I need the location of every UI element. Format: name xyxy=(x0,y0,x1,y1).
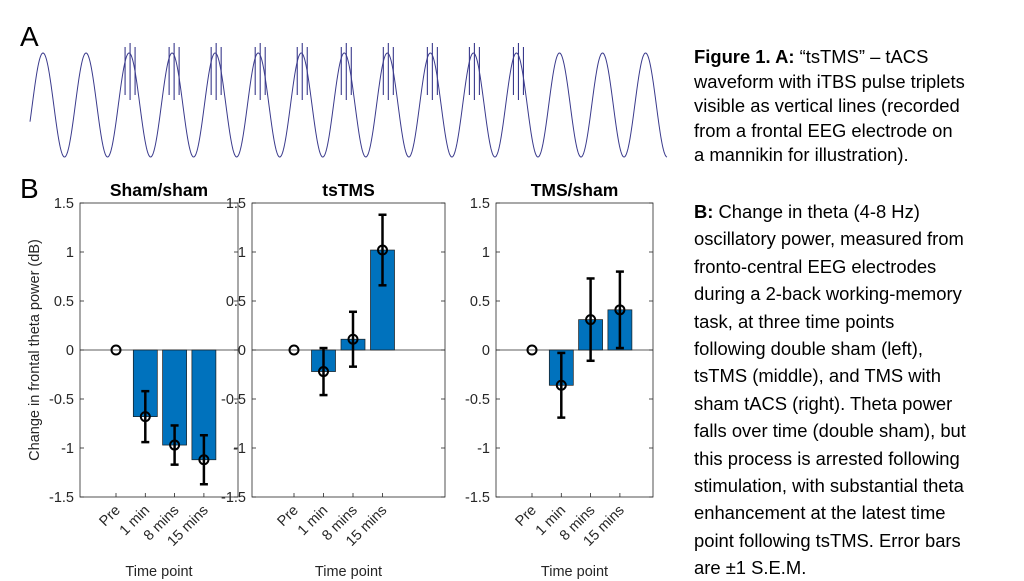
mean-marker xyxy=(347,333,359,345)
y-tick-label: -1.5 xyxy=(49,490,74,506)
caption-text: fronto-central EEG electrodes xyxy=(694,255,937,277)
caption-text: oscillatory power, measured from xyxy=(694,228,964,250)
caption-line: from a frontal EEG electrode on xyxy=(694,119,965,144)
y-tick-label: -0.5 xyxy=(465,392,490,408)
y-tick-label: -1.5 xyxy=(221,490,246,506)
caption-bold-lead: B: xyxy=(694,201,714,222)
y-tick-label: 0 xyxy=(66,343,74,359)
chart-title: tsTMS xyxy=(322,180,375,200)
y-tick-label: 0.5 xyxy=(226,294,246,310)
caption-line: fronto-central EEG electrodes xyxy=(694,253,966,280)
mean-marker xyxy=(555,379,567,391)
y-tick-label: 1.5 xyxy=(226,196,246,212)
mean-marker xyxy=(288,344,300,356)
y-tick-label: -1 xyxy=(477,441,490,457)
mean-marker xyxy=(139,411,151,423)
caption-text: tsTMS (middle), and TMS with xyxy=(694,365,941,387)
chart-title: Sham/sham xyxy=(110,180,208,200)
caption-line: this process is arrested following xyxy=(694,445,966,472)
caption-text: waveform with iTBS pulse triplets xyxy=(694,70,965,92)
sine-wave xyxy=(29,52,668,158)
y-tick-label: -0.5 xyxy=(49,392,74,408)
caption-text: “tsTMS” – tACS xyxy=(794,46,929,67)
tacs-waveform xyxy=(29,43,668,158)
mean-marker xyxy=(614,304,626,316)
y-tick-label: 1.5 xyxy=(54,196,74,212)
y-tick-label: 1 xyxy=(482,245,490,261)
y-tick-label: 0.5 xyxy=(470,294,490,310)
mean-marker xyxy=(526,344,538,356)
y-tick-label: 1 xyxy=(66,245,74,261)
caption-line: waveform with iTBS pulse triplets xyxy=(694,70,965,95)
caption-text: a mannikin for illustration). xyxy=(694,144,909,165)
caption-line: B: Change in theta (4-8 Hz) xyxy=(694,198,966,225)
caption-line: falls over time (double sham), but xyxy=(694,417,966,444)
mean-marker xyxy=(377,244,388,256)
y-axis-label: Change in frontal theta power (dB) xyxy=(27,239,43,461)
caption-text: point following tsTMS. Error bars xyxy=(694,529,961,551)
panel-label-a: A xyxy=(20,21,39,52)
caption-bold-lead: Figure 1. A: xyxy=(694,46,795,67)
x-axis-label: Time point xyxy=(315,564,382,580)
y-tick-label: 0.5 xyxy=(54,294,74,310)
caption-panel-b: B: Change in theta (4-8 Hz) oscillatory p… xyxy=(694,198,966,581)
caption-line: during a 2-back working-memory xyxy=(694,280,966,307)
panel-label-b: B xyxy=(20,173,39,204)
caption-text: during a 2-back working-memory xyxy=(694,283,962,305)
y-tick-label: -1.5 xyxy=(465,490,490,506)
caption-text: sham tACS (right). Theta power xyxy=(694,392,953,414)
x-axis-label: Time point xyxy=(125,564,192,580)
caption-text: this process is arrested following xyxy=(694,447,960,469)
caption-line: following double sham (left), xyxy=(694,335,966,362)
caption-panel-a: Figure 1. A: “tsTMS” – tACS waveform with… xyxy=(694,45,965,168)
y-tick-label: -0.5 xyxy=(221,392,246,408)
caption-line: oscillatory power, measured from xyxy=(694,225,966,252)
caption-text: task, at three time points xyxy=(694,310,895,332)
caption-line: task, at three time points xyxy=(694,308,966,335)
caption-text: following double sham (left), xyxy=(694,337,923,359)
y-tick-label: 0 xyxy=(238,343,246,359)
mean-marker xyxy=(169,439,181,451)
caption-text: Change in theta (4-8 Hz) xyxy=(713,201,920,222)
caption-text: are ±1 S.E.M. xyxy=(694,557,807,579)
caption-line: enhancement at the latest time xyxy=(694,499,966,526)
y-tick-label: 1.5 xyxy=(470,196,490,212)
caption-text: falls over time (double sham), but xyxy=(694,420,966,442)
caption-line: stimulation, with substantial theta xyxy=(694,472,966,499)
caption-line: a mannikin for illustration). xyxy=(694,143,965,168)
chart-title: TMS/sham xyxy=(531,180,619,200)
y-tick-label: 0 xyxy=(482,343,490,359)
caption-line: are ±1 S.E.M. xyxy=(694,554,966,581)
caption-text: enhancement at the latest time xyxy=(694,502,946,524)
mean-marker xyxy=(585,314,597,326)
caption-text: from a frontal EEG electrode on xyxy=(694,119,953,141)
mean-marker xyxy=(198,454,210,466)
y-tick-label: -1 xyxy=(61,441,74,457)
y-tick-label: -1 xyxy=(233,441,246,457)
caption-line: sham tACS (right). Theta power xyxy=(694,390,966,417)
caption-line: Figure 1. A: “tsTMS” – tACS xyxy=(694,45,965,70)
caption-line: point following tsTMS. Error bars xyxy=(694,527,966,554)
mean-marker xyxy=(110,344,122,356)
y-tick-label: 1 xyxy=(238,245,246,261)
caption-line: visible as vertical lines (recorded xyxy=(694,94,965,119)
mean-marker xyxy=(318,366,329,378)
caption-line: tsTMS (middle), and TMS with xyxy=(694,362,966,389)
caption-text: visible as vertical lines (recorded xyxy=(694,95,960,116)
caption-text: stimulation, with substantial theta xyxy=(694,474,964,496)
x-axis-label: Time point xyxy=(541,564,608,580)
